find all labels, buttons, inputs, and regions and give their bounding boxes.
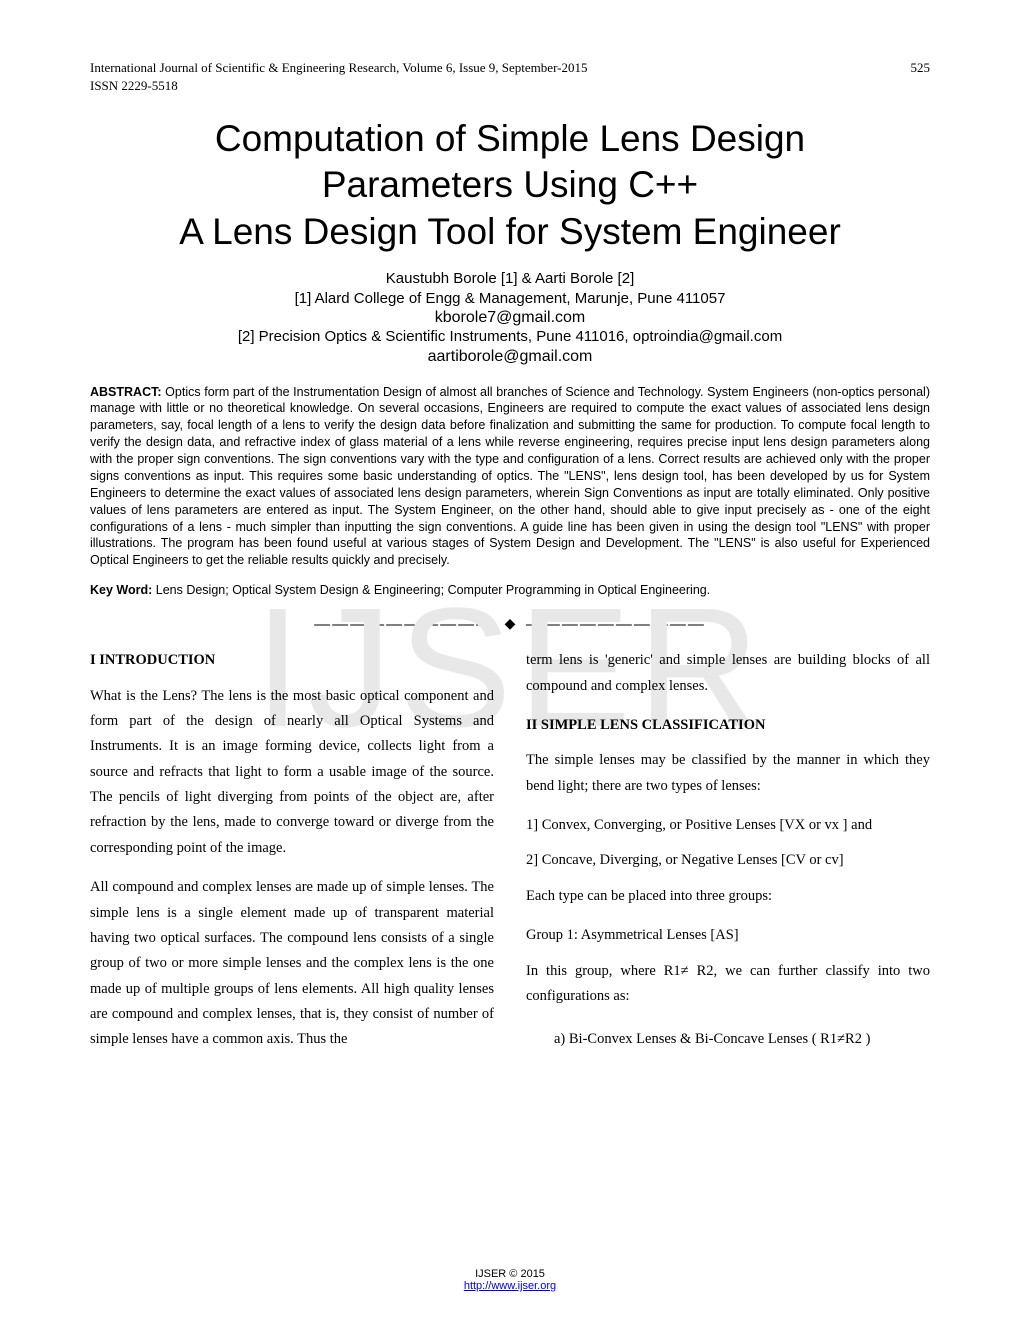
journal-info: International Journal of Scientific & En…	[90, 60, 587, 76]
keyword-block: Key Word: Lens Design; Optical System De…	[90, 583, 930, 597]
paper-title: Computation of Simple Lens Design Parame…	[90, 116, 930, 255]
list-item-1: 1] Convex, Converging, or Positive Lense…	[526, 813, 930, 838]
affiliation-1: [1] Alard College of Engg & Management, …	[90, 289, 930, 309]
page-footer: IJSER © 2015 http://www.ijser.org	[0, 1268, 1020, 1292]
abstract-text: Optics form part of the Instrumentation …	[90, 385, 930, 568]
right-para-top: term lens is 'generic' and simple lenses…	[526, 648, 930, 699]
header-row: International Journal of Scientific & En…	[90, 60, 930, 76]
right-para-3: In this group, where R1≠ R2, we can furt…	[526, 959, 930, 1010]
title-line-2: Parameters Using C++	[90, 162, 930, 208]
section-1-heading: I INTRODUCTION	[90, 648, 494, 673]
keyword-label: Key Word:	[90, 583, 152, 597]
title-line-3: A Lens Design Tool for System Engineer	[90, 209, 930, 255]
affiliation-2: [2] Precision Optics & Scientific Instru…	[90, 327, 930, 347]
list-item-2: 2] Concave, Diverging, or Negative Lense…	[526, 848, 930, 873]
separator-dashes-right: ——————————	[526, 616, 706, 633]
diamond-icon: ◆	[505, 615, 516, 632]
footer-link[interactable]: http://www.ijser.org	[464, 1280, 556, 1292]
issn-line: ISSN 2229-5518	[90, 78, 930, 94]
sub-item-a: a) Bi-Convex Lenses & Bi-Concave Lenses …	[554, 1027, 930, 1052]
left-para-1: What is the Lens? The lens is the most b…	[90, 684, 494, 862]
right-column: term lens is 'generic' and simple lenses…	[526, 648, 930, 1067]
email-2: aartiborole@gmail.com	[90, 348, 930, 366]
separator-dashes-left: ——————————	[314, 616, 494, 633]
group-1: Group 1: Asymmetrical Lenses [AS]	[526, 923, 930, 948]
title-line-1: Computation of Simple Lens Design	[90, 116, 930, 162]
separator-line: —————————— ◆ ——————————	[90, 615, 930, 634]
section-2-heading: II SIMPLE LENS CLASSIFICATION	[526, 713, 930, 738]
email-1: kborole7@gmail.com	[90, 309, 930, 327]
left-column: I INTRODUCTION What is the Lens? The len…	[90, 648, 494, 1067]
page-number: 525	[911, 60, 931, 76]
abstract-label: ABSTRACT:	[90, 385, 162, 399]
right-para-1: The simple lenses may be classified by t…	[526, 748, 930, 799]
abstract-block: ABSTRACT: Optics form part of the Instru…	[90, 384, 930, 570]
two-column-body: I INTRODUCTION What is the Lens? The len…	[90, 648, 930, 1067]
footer-copyright: IJSER © 2015	[0, 1268, 1020, 1280]
right-para-2: Each type can be placed into three group…	[526, 884, 930, 909]
author-names: Kaustubh Borole [1] & Aarti Borole [2]	[90, 269, 930, 289]
left-para-2: All compound and complex lenses are made…	[90, 875, 494, 1053]
keyword-text: Lens Design; Optical System Design & Eng…	[152, 583, 710, 597]
